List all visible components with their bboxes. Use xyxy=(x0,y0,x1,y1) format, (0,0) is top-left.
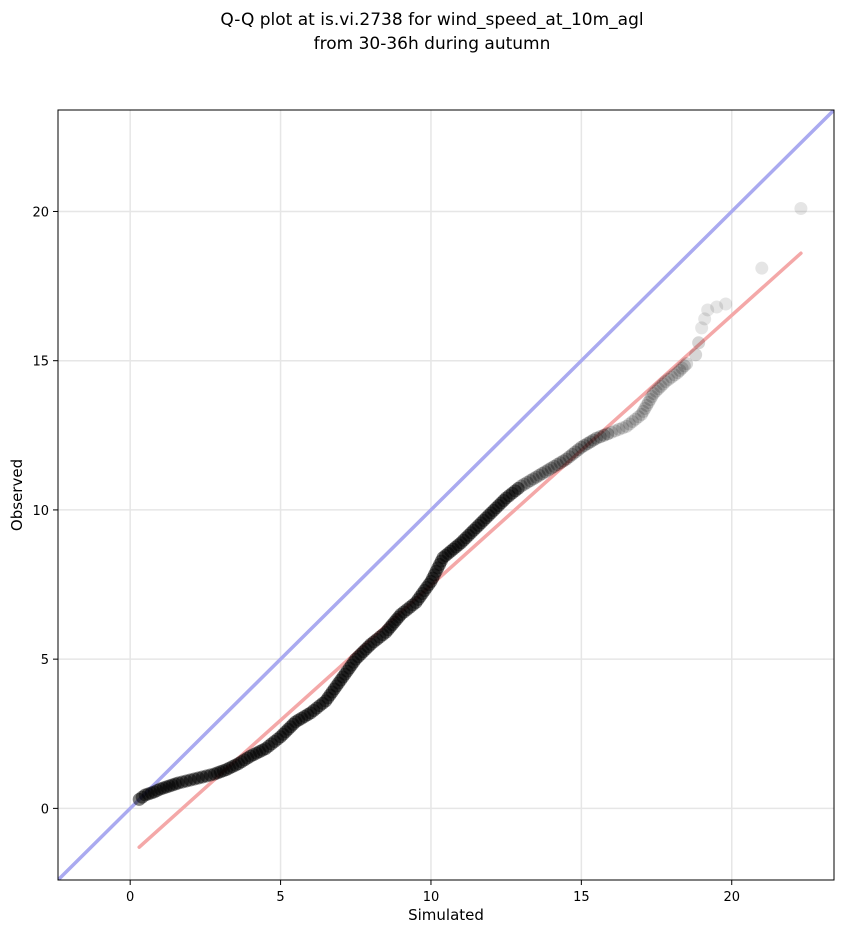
data-point xyxy=(608,424,622,438)
y-tick-label: 10 xyxy=(32,504,49,519)
data-point xyxy=(689,348,703,362)
data-point xyxy=(719,297,733,311)
data-point xyxy=(692,336,706,350)
data-point xyxy=(622,417,636,431)
data-point xyxy=(535,467,549,481)
data-point xyxy=(628,412,642,426)
data-point xyxy=(544,461,558,475)
data-point xyxy=(553,456,567,470)
data-point xyxy=(523,474,537,488)
data-point xyxy=(520,475,534,489)
data-point xyxy=(638,401,652,415)
data-point xyxy=(517,477,531,491)
data-point xyxy=(649,384,663,398)
quantile-points xyxy=(132,201,808,806)
data-point xyxy=(635,407,649,421)
data-point xyxy=(593,430,607,444)
data-point xyxy=(675,361,689,375)
data-point xyxy=(559,452,573,466)
data-point xyxy=(645,390,659,404)
data-point xyxy=(616,421,630,435)
fit-line xyxy=(137,251,803,849)
chart-subtitle: from 30-36h during autumn xyxy=(314,34,551,54)
x-tick-label: 5 xyxy=(276,890,284,905)
data-point xyxy=(656,377,670,391)
y-tick-label: 0 xyxy=(41,802,49,817)
data-point xyxy=(556,454,570,468)
data-point xyxy=(589,431,603,445)
y-axis-ticks: 0 5 10 15 20 xyxy=(32,205,58,817)
x-tick-label: 15 xyxy=(573,890,590,905)
x-tick-label: 0 xyxy=(126,890,134,905)
data-point xyxy=(514,479,528,493)
data-point xyxy=(647,387,661,401)
x-tick-label: 20 xyxy=(723,890,740,905)
grid-lines xyxy=(58,110,834,880)
data-point xyxy=(677,359,691,373)
data-point xyxy=(755,261,769,275)
y-axis-label: Observed xyxy=(8,459,26,531)
identity-line xyxy=(58,110,834,880)
data-point xyxy=(680,357,694,371)
data-point xyxy=(568,445,582,459)
data-point xyxy=(538,465,552,479)
data-point xyxy=(532,468,546,482)
data-point xyxy=(665,370,679,384)
data-point xyxy=(604,425,618,439)
data-point xyxy=(641,395,655,409)
data-point xyxy=(565,447,579,461)
data-point xyxy=(640,398,654,412)
data-point xyxy=(526,472,540,486)
x-axis-ticks: 0 5 10 15 20 xyxy=(126,880,740,905)
data-point xyxy=(586,433,600,447)
data-point xyxy=(541,463,555,477)
data-point xyxy=(673,363,687,377)
chart-title: Q-Q plot at is.vi.2738 for wind_speed_at… xyxy=(220,10,643,30)
plot-frame xyxy=(57,109,835,881)
data-point xyxy=(671,366,685,380)
data-point xyxy=(710,300,724,314)
data-point xyxy=(695,321,709,335)
x-tick-label: 10 xyxy=(423,890,440,905)
data-point xyxy=(547,459,561,473)
data-point xyxy=(562,450,576,464)
data-point xyxy=(601,427,615,441)
data-point xyxy=(636,404,650,418)
data-point xyxy=(550,458,564,472)
data-point xyxy=(619,419,633,433)
data-point xyxy=(571,443,585,457)
data-point xyxy=(612,422,626,436)
x-axis-label: Simulated xyxy=(408,906,484,924)
y-tick-label: 20 xyxy=(32,205,49,220)
data-point xyxy=(643,392,657,406)
data-point xyxy=(631,410,645,424)
data-point xyxy=(580,437,594,451)
data-point xyxy=(662,372,676,386)
data-point xyxy=(577,438,591,452)
data-point xyxy=(511,481,525,495)
data-point xyxy=(654,379,668,393)
data-point xyxy=(651,382,665,396)
data-point xyxy=(668,368,682,382)
data-point xyxy=(529,470,543,484)
y-tick-label: 5 xyxy=(41,653,49,668)
data-point xyxy=(583,435,597,449)
y-tick-label: 15 xyxy=(32,355,49,370)
data-point xyxy=(701,303,715,317)
reference-lines xyxy=(58,110,834,880)
data-point xyxy=(597,428,611,442)
data-point xyxy=(794,201,808,215)
data-point xyxy=(659,375,673,389)
data-point xyxy=(698,312,712,326)
data-point xyxy=(574,440,588,454)
data-point xyxy=(625,415,639,429)
